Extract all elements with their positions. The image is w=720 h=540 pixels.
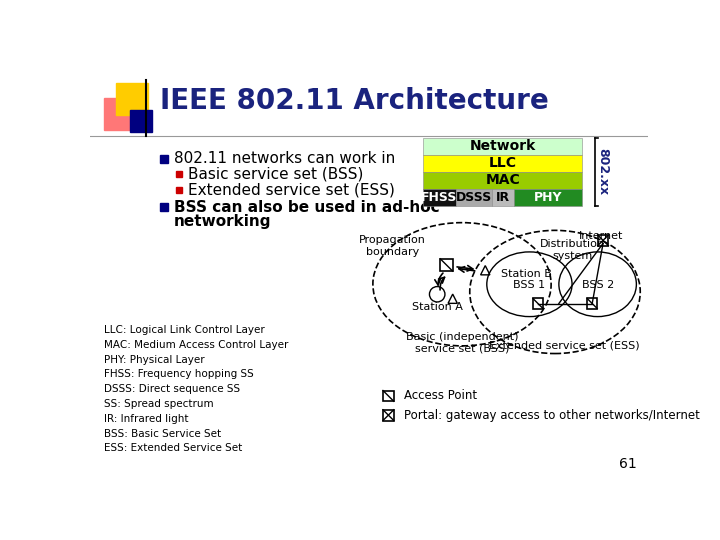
Text: Station B: Station B [500, 269, 552, 279]
Bar [423, 189, 456, 206]
Text: BSS 1: BSS 1 [513, 280, 546, 290]
Text: networking: networking [174, 214, 271, 230]
Text: PHY: PHY [534, 191, 562, 204]
Text: Internet: Internet [580, 231, 624, 241]
Text: Extended service set (ESS): Extended service set (ESS) [489, 340, 639, 350]
Bar [423, 172, 582, 189]
Text: MAC: MAC [485, 173, 520, 187]
Text: 802.11 networks can work in: 802.11 networks can work in [174, 151, 395, 166]
Text: Basic (independent)
service set (BSS): Basic (independent) service set (BSS) [406, 332, 518, 353]
Text: LLC: Logical Link Control Layer
MAC: Medium Access Control Layer
PHY: Physical L: LLC: Logical Link Control Layer MAC: Med… [104, 325, 288, 454]
Bar [383, 390, 394, 401]
Text: BSS can also be used in ad-hoc: BSS can also be used in ad-hoc [174, 200, 439, 215]
Bar [130, 110, 152, 132]
Text: 802.xx: 802.xx [597, 148, 610, 195]
Bar [441, 259, 453, 271]
Bar [423, 138, 582, 155]
Text: Portal: gateway access to other networks/Internet: Portal: gateway access to other networks… [404, 409, 700, 422]
Bar [598, 235, 608, 246]
Bar [104, 98, 137, 130]
Bar [456, 189, 492, 206]
Bar [423, 155, 582, 172]
Text: Propagation
boundary: Propagation boundary [359, 235, 426, 256]
Bar [533, 299, 543, 308]
Text: 61: 61 [618, 457, 636, 471]
Text: Network: Network [469, 139, 536, 153]
Bar [116, 83, 148, 115]
Bar [588, 299, 597, 308]
Text: DSSS: DSSS [456, 191, 492, 204]
Text: Distribution
system: Distribution system [539, 239, 605, 261]
Text: Basic service set (BSS): Basic service set (BSS) [189, 167, 364, 181]
Text: IR: IR [496, 191, 510, 204]
Bar [514, 189, 582, 206]
Text: BSS 2: BSS 2 [582, 280, 613, 290]
Bar [492, 189, 514, 206]
Text: LLC: LLC [489, 157, 517, 170]
Text: Access Point: Access Point [404, 389, 477, 402]
Text: FHSS: FHSS [421, 191, 458, 204]
Bar [383, 410, 394, 421]
Text: Station A: Station A [412, 302, 463, 312]
Text: IEEE 802.11 Architecture: IEEE 802.11 Architecture [160, 87, 549, 115]
Text: Extended service set (ESS): Extended service set (ESS) [189, 182, 395, 197]
